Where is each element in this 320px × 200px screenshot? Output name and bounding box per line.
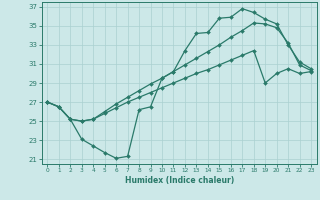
X-axis label: Humidex (Indice chaleur): Humidex (Indice chaleur): [124, 176, 234, 185]
